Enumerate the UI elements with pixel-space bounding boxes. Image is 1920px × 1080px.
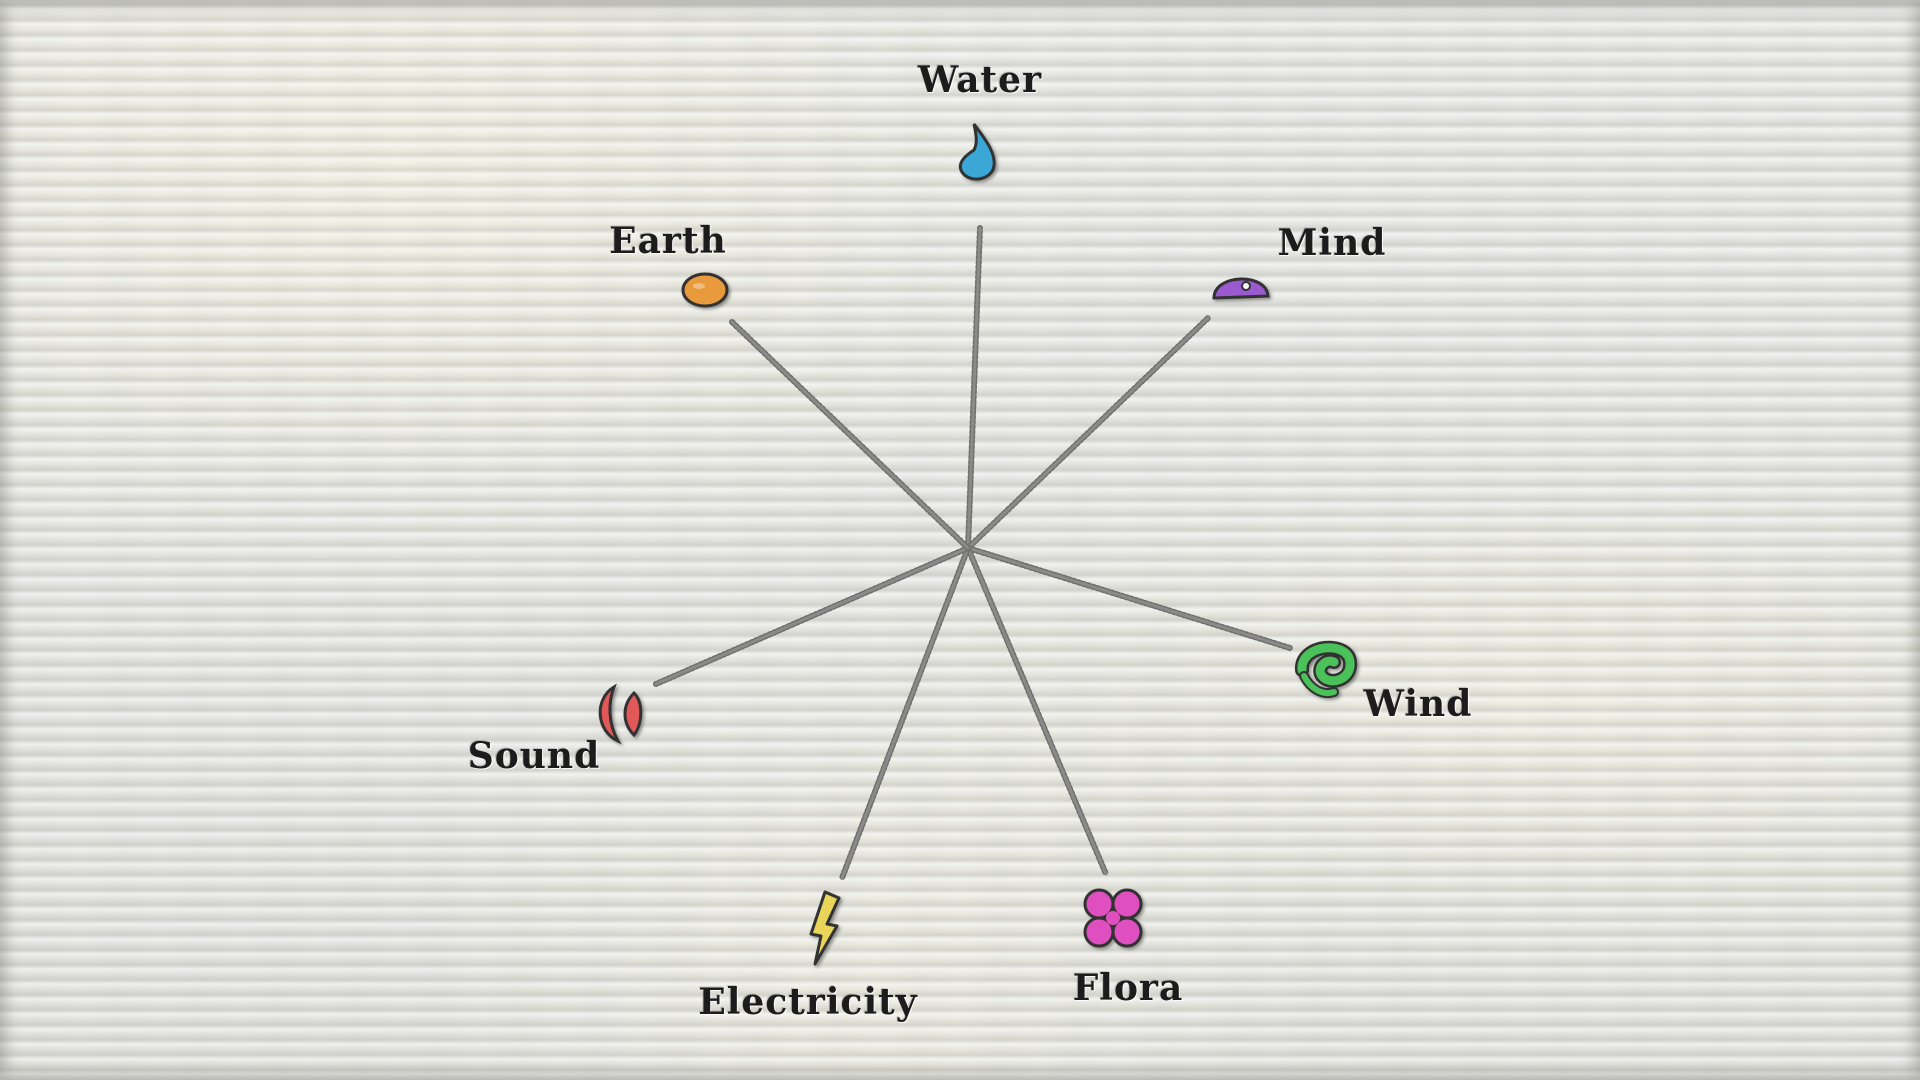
spoke-core-flora (966, 546, 1108, 876)
spoke-core-earth (730, 320, 970, 550)
lightning-bolt-icon[interactable] (809, 890, 841, 966)
mind-dome-icon[interactable] (1212, 277, 1270, 300)
water-drop-icon[interactable] (959, 123, 996, 181)
element-label-sound: Sound (467, 735, 601, 777)
element-label-electricity: Electricity (698, 981, 918, 1023)
wheel-spokes (653, 225, 1293, 881)
element-icons (598, 123, 1357, 966)
earth-stone-icon[interactable] (681, 272, 729, 308)
element-label-flora: Flora (1072, 967, 1184, 1009)
element-label-water: Water (917, 59, 1043, 101)
wind-swirl-icon[interactable] (1295, 640, 1357, 698)
sound-waves-icon[interactable] (598, 683, 643, 745)
element-label-wind: Wind (1363, 683, 1473, 725)
spoke-core-water (966, 226, 982, 550)
spoke-core-electricity (840, 546, 970, 880)
spoke-core-sound (654, 546, 970, 686)
spoke-core-mind (966, 316, 1210, 550)
element-label-mind: Mind (1277, 222, 1387, 264)
spoke-core-wind (966, 546, 1292, 650)
element-label-earth: Earth (609, 220, 727, 262)
flora-petals-icon[interactable] (1083, 888, 1143, 948)
